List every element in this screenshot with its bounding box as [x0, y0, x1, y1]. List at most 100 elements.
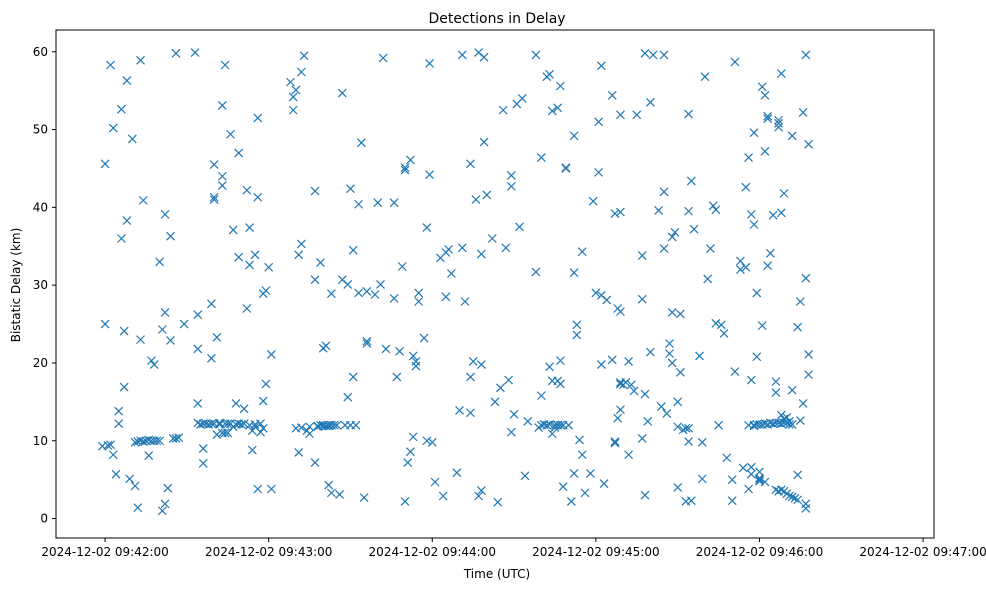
- data-point: [575, 435, 584, 445]
- data-point: [765, 248, 775, 258]
- data-point: [127, 134, 137, 144]
- data-point: [209, 195, 219, 205]
- data-point: [607, 355, 617, 365]
- data-point: [616, 405, 625, 415]
- data-point: [746, 462, 756, 472]
- data-point: [147, 356, 156, 366]
- data-point: [343, 392, 353, 402]
- data-point: [700, 72, 710, 82]
- data-point: [673, 397, 683, 407]
- data-point: [621, 377, 631, 387]
- data-point: [356, 138, 366, 148]
- y-tick-label: 10: [33, 434, 48, 448]
- data-point: [441, 292, 451, 302]
- data-point: [400, 163, 410, 173]
- data-point: [645, 347, 655, 357]
- data-point: [596, 61, 606, 71]
- data-point: [422, 223, 432, 233]
- x-axis-label: Time (UTC): [463, 567, 530, 581]
- data-point: [455, 405, 464, 415]
- data-point: [782, 412, 792, 422]
- data-point: [545, 362, 554, 372]
- data-point: [711, 205, 721, 215]
- y-axis-label: Bistatic Delay (km): [9, 228, 23, 343]
- data-point: [577, 247, 587, 257]
- data-point: [119, 326, 129, 336]
- data-point: [130, 437, 140, 447]
- data-point: [801, 50, 811, 60]
- data-point: [160, 209, 170, 219]
- data-point: [406, 447, 415, 457]
- data-point: [498, 105, 508, 115]
- data-point: [348, 372, 358, 382]
- data-point: [266, 484, 276, 494]
- data-point: [779, 188, 789, 198]
- data-point: [801, 273, 811, 283]
- data-point: [673, 483, 683, 492]
- data-point: [602, 295, 612, 305]
- data-point: [446, 269, 456, 278]
- data-point: [351, 420, 361, 430]
- data-point: [711, 318, 721, 328]
- data-point: [223, 419, 233, 429]
- data-point: [610, 437, 620, 446]
- data-point: [261, 379, 271, 389]
- data-point: [430, 477, 440, 487]
- data-point: [247, 445, 257, 455]
- data-point: [373, 198, 383, 208]
- data-point: [482, 190, 492, 200]
- data-point: [566, 497, 576, 506]
- data-point: [654, 206, 664, 215]
- data-point: [517, 94, 527, 103]
- data-point: [414, 288, 424, 298]
- data-point: [768, 210, 778, 220]
- data-point: [613, 413, 623, 423]
- data-point: [343, 279, 353, 289]
- data-point: [389, 293, 399, 303]
- data-point: [637, 433, 647, 443]
- data-point: [793, 470, 803, 480]
- x-tick-label: 2024-12-02 09:45:00: [532, 545, 659, 559]
- data-point: [506, 171, 516, 180]
- data-point: [253, 484, 263, 494]
- data-point: [108, 123, 118, 133]
- data-point: [755, 475, 764, 485]
- data-point: [746, 375, 756, 385]
- data-point: [616, 207, 625, 217]
- data-point: [122, 216, 132, 226]
- data-point: [217, 101, 227, 110]
- data-point: [801, 499, 811, 509]
- data-point: [779, 418, 789, 428]
- data-point: [348, 245, 358, 255]
- data-point: [607, 90, 617, 100]
- data-point: [100, 159, 110, 169]
- data-point: [681, 423, 691, 433]
- data-point: [662, 409, 672, 418]
- data-point: [493, 497, 503, 507]
- data-point: [804, 370, 813, 380]
- data-point: [572, 330, 582, 340]
- data-point: [133, 503, 143, 513]
- data-point: [776, 69, 786, 78]
- data-point: [616, 379, 625, 389]
- data-point: [100, 319, 110, 329]
- data-point: [266, 349, 276, 359]
- data-point: [553, 103, 563, 113]
- data-point: [531, 267, 541, 277]
- data-point: [536, 153, 546, 163]
- data-point: [171, 48, 181, 58]
- data-point: [542, 420, 552, 430]
- data-point: [411, 361, 421, 371]
- data-point: [735, 265, 745, 275]
- data-point: [376, 279, 385, 289]
- data-point: [288, 92, 298, 102]
- data-point: [193, 310, 203, 320]
- data-point: [798, 108, 808, 117]
- data-point: [504, 375, 514, 385]
- data-point: [193, 344, 203, 354]
- data-point: [305, 429, 315, 439]
- data-point: [106, 60, 115, 70]
- data-point: [697, 474, 707, 484]
- data-point: [640, 389, 650, 399]
